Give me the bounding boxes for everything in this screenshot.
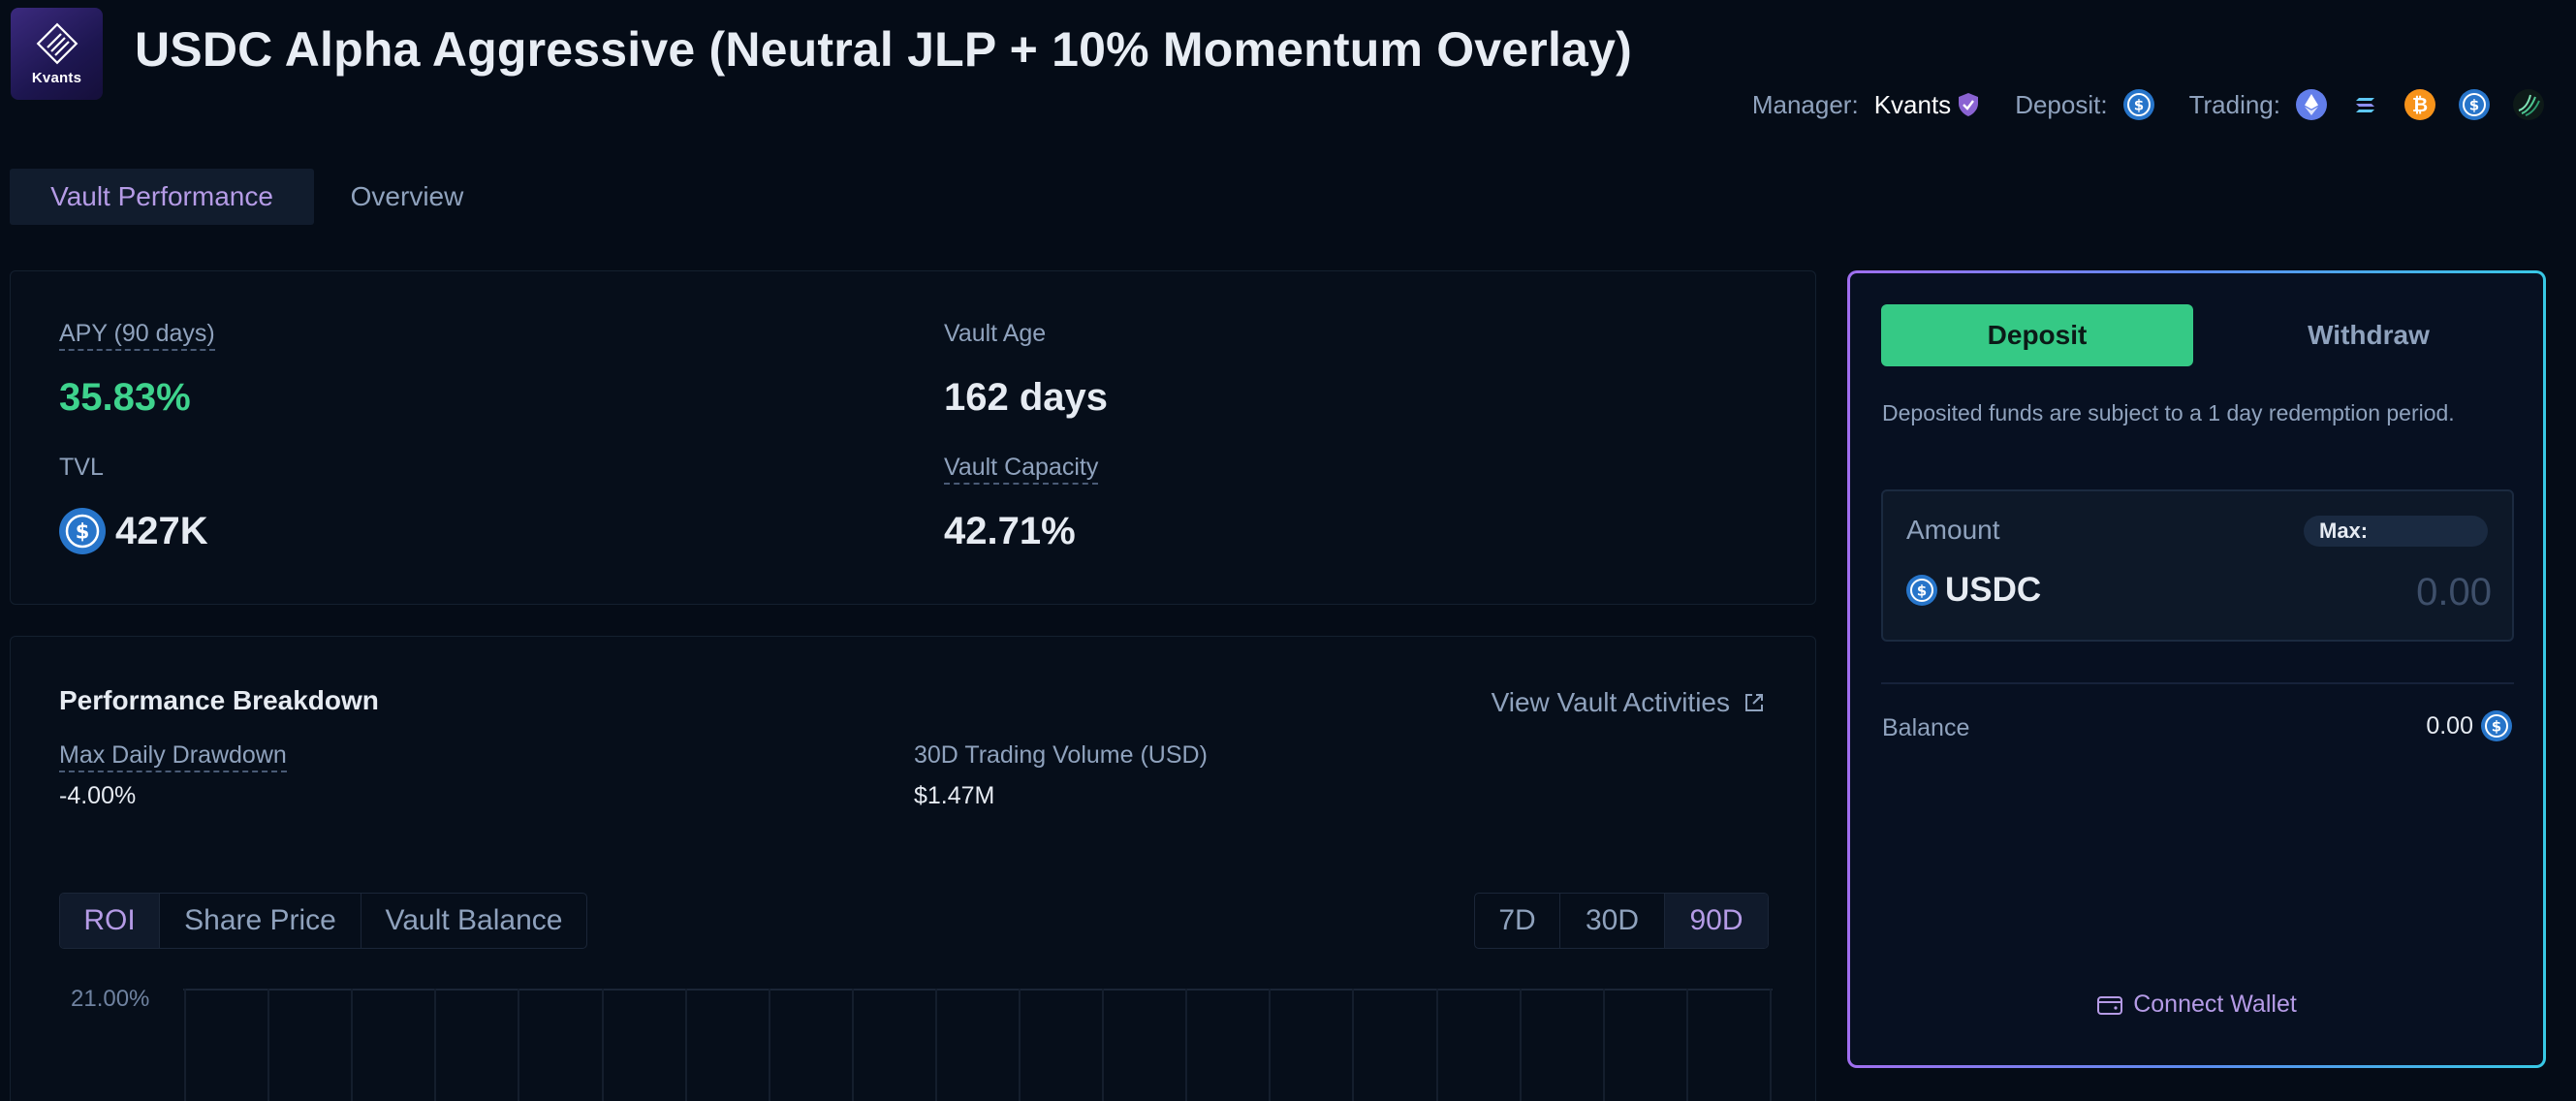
usdc-trading-icon: $ — [2459, 89, 2490, 120]
performance-title: Performance Breakdown — [59, 685, 379, 715]
amount-box: Amount Max: $ USDC — [1881, 489, 2514, 642]
vault-logo: Kvants — [11, 8, 103, 100]
usdc-icon: $ — [59, 508, 106, 554]
external-link-icon — [1745, 694, 1763, 711]
panel-divider — [1881, 682, 2514, 684]
withdraw-tab-button[interactable]: Withdraw — [2308, 320, 2430, 350]
tab-overview[interactable]: Overview — [350, 181, 464, 211]
svg-text:₿: ₿ — [2412, 93, 2428, 116]
logo-text: Kvants — [31, 70, 82, 86]
kvants-logo-icon — [36, 22, 78, 65]
balance-label: Balance — [1882, 714, 1970, 741]
performance-card: Performance Breakdown View Vault Activit… — [10, 636, 1816, 1101]
eth-icon — [2296, 89, 2327, 120]
vault-capacity-label[interactable]: Vault Capacity — [944, 454, 1099, 485]
usdc-icon: $ — [1906, 575, 1937, 606]
balance-row: 0.00 $ — [2426, 710, 2512, 741]
svg-text:$: $ — [1917, 582, 1927, 600]
verified-shield-icon — [1959, 93, 1979, 116]
sol-icon — [2350, 89, 2381, 120]
deposit-asset-label: Deposit: — [2015, 89, 2108, 119]
max-button[interactable]: Max: — [2304, 516, 2488, 547]
usdc-icon: $ — [2122, 89, 2154, 120]
range-tab-30d[interactable]: 30D — [1560, 894, 1665, 948]
roi-chart — [183, 989, 1773, 1101]
redemption-notice: Deposited funds are subject to a 1 day r… — [1882, 400, 2455, 425]
y-axis-tick-label: 21.00% — [71, 986, 150, 1012]
svg-text:$: $ — [2469, 97, 2479, 114]
svg-text:$: $ — [2492, 718, 2501, 736]
manager-label: Manager: — [1751, 89, 1859, 119]
tvl-value: 427K — [115, 509, 208, 552]
vault-age-value: 162 days — [944, 376, 1109, 419]
deposit-tab-button[interactable]: Deposit — [1881, 304, 2193, 366]
token-selector: $ USDC — [1906, 571, 2041, 610]
wallet-icon — [2097, 995, 2123, 1015]
deposit-panel: Deposit Withdraw Deposited funds are sub… — [1847, 270, 2546, 1068]
page-title: USDC Alpha Aggressive (Neutral JLP + 10%… — [135, 22, 1632, 77]
range-tab-90d[interactable]: 90D — [1665, 894, 1768, 948]
max-drawdown-label[interactable]: Max Daily Drawdown — [59, 741, 287, 772]
trading-volume-label: 30D Trading Volume (USD) — [914, 741, 1208, 769]
svg-text:$: $ — [2133, 97, 2143, 114]
svg-text:$: $ — [76, 520, 90, 544]
btc-icon: ₿ — [2404, 89, 2435, 120]
trading-volume-value: $1.47M — [914, 782, 995, 809]
max-drawdown-value: -4.00% — [59, 782, 137, 809]
token-label: USDC — [1945, 571, 2042, 609]
chart-range-tabs: 7D 30D 90D — [1474, 893, 1769, 949]
view-vault-activities-link[interactable]: View Vault Activities — [1492, 687, 1767, 718]
trading-assets-label: Trading: — [2188, 89, 2280, 119]
balance-value: 0.00 — [2426, 711, 2473, 739]
jlp-icon — [2513, 89, 2544, 120]
metric-tab-share-price[interactable]: Share Price — [160, 894, 361, 948]
manager-name[interactable]: Kvants — [1873, 89, 1952, 119]
range-tab-7d[interactable]: 7D — [1475, 894, 1560, 948]
view-vault-activities-label: View Vault Activities — [1491, 687, 1730, 717]
connect-wallet-button[interactable]: Connect Wallet — [1850, 991, 2543, 1019]
vault-meta: Manager: Kvants Deposit: $ Trading: ₿ $ — [1752, 89, 2544, 120]
tvl-row: $ 427K — [59, 508, 208, 554]
connect-wallet-label: Connect Wallet — [2133, 991, 2297, 1018]
tvl-label: TVL — [59, 454, 104, 481]
vault-stats-card: APY (90 days) 35.83% TVL $ 427K Vault Ag… — [10, 270, 1816, 605]
chart-metric-tabs: ROI Share Price Vault Balance — [59, 893, 587, 949]
apy-label[interactable]: APY (90 days) — [59, 320, 215, 351]
metric-tab-vault-balance[interactable]: Vault Balance — [385, 904, 563, 936]
tab-vault-performance[interactable]: Vault Performance — [10, 169, 314, 225]
vault-age-label: Vault Age — [944, 320, 1047, 347]
vault-capacity-value: 42.71% — [944, 510, 1076, 552]
apy-value: 35.83% — [59, 376, 191, 419]
amount-input[interactable] — [2203, 569, 2492, 615]
amount-label: Amount — [1906, 515, 2000, 545]
metric-tab-roi[interactable]: ROI — [60, 894, 160, 948]
usdc-icon: $ — [2481, 710, 2512, 741]
